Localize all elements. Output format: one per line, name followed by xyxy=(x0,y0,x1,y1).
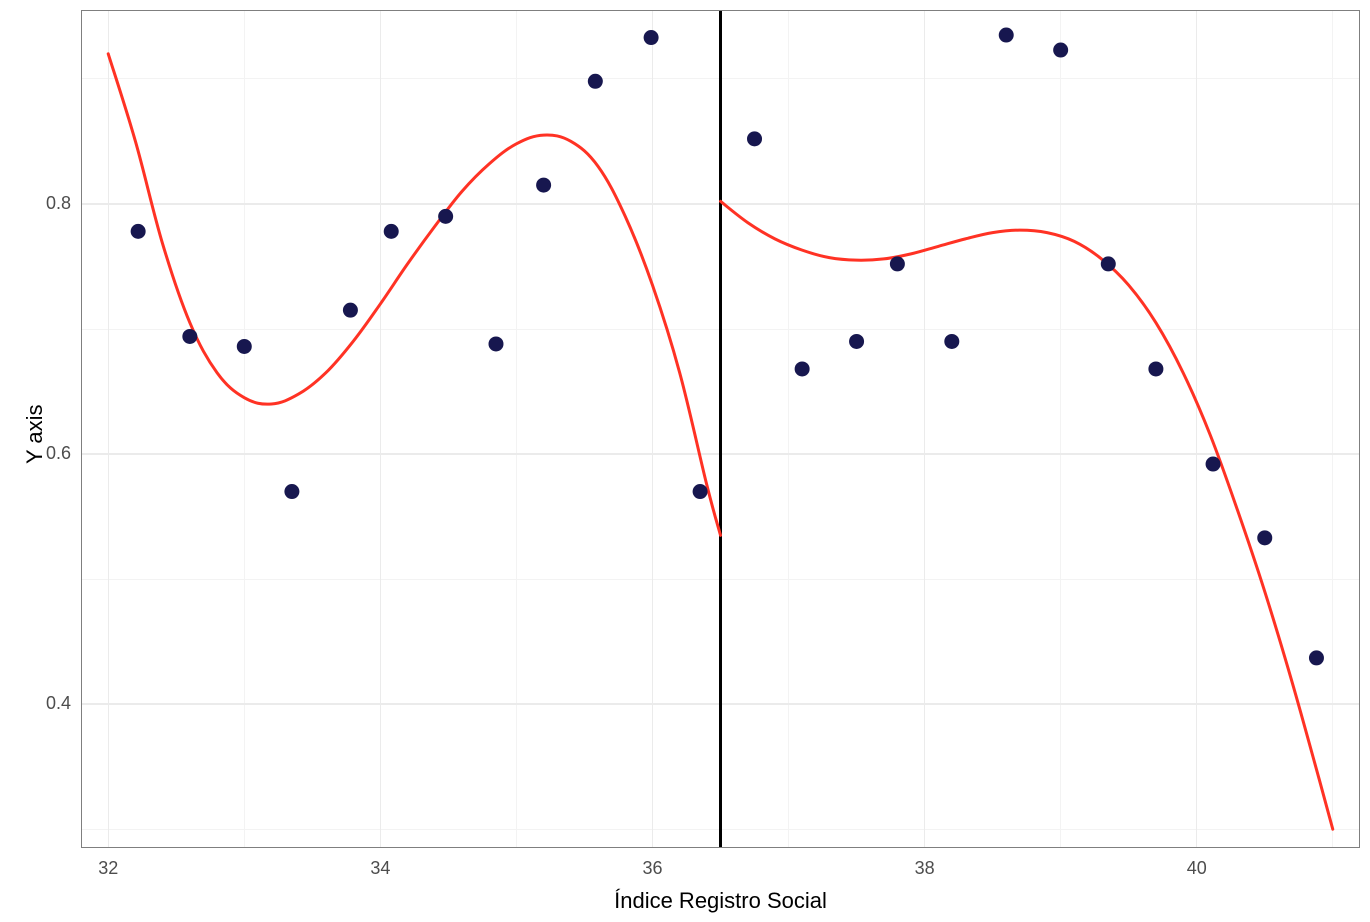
data-point xyxy=(284,484,299,499)
data-point xyxy=(131,224,146,239)
data-point xyxy=(1206,457,1221,472)
data-point xyxy=(1257,530,1272,545)
data-point xyxy=(849,334,864,349)
data-point xyxy=(488,336,503,351)
data-point xyxy=(999,28,1014,43)
data-point xyxy=(1309,650,1324,665)
smooth-line-left xyxy=(108,54,720,536)
smooth-line-right xyxy=(721,201,1333,829)
data-point xyxy=(747,131,762,146)
data-point xyxy=(237,339,252,354)
data-point xyxy=(1148,361,1163,376)
data-point xyxy=(588,74,603,89)
data-point xyxy=(1053,43,1068,58)
rdd-chart: Índice Registro Social Y axis 3234363840… xyxy=(0,0,1370,922)
data-point xyxy=(438,209,453,224)
chart-svg-overlay xyxy=(0,0,1370,922)
data-point xyxy=(536,178,551,193)
data-point xyxy=(343,303,358,318)
data-point xyxy=(182,329,197,344)
data-point xyxy=(1101,256,1116,271)
data-point xyxy=(644,30,659,45)
data-point xyxy=(795,361,810,376)
data-point xyxy=(384,224,399,239)
data-point xyxy=(693,484,708,499)
data-point xyxy=(944,334,959,349)
data-point xyxy=(890,256,905,271)
